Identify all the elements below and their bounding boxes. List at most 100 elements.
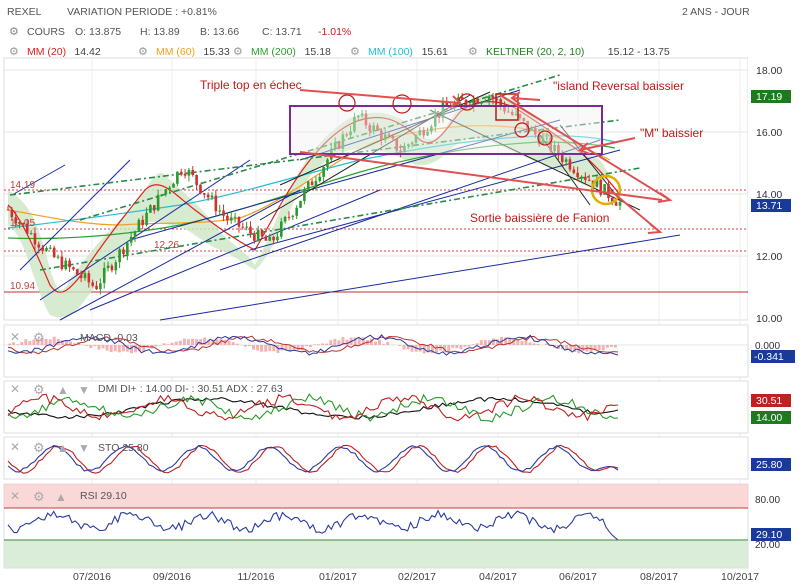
- rsi-gear-icon[interactable]: ⚙: [33, 489, 45, 504]
- x-tick-label: 10/2017: [721, 571, 759, 583]
- candle-body: [133, 231, 137, 237]
- candle-body: [95, 285, 98, 290]
- macd-bar: [12, 342, 16, 345]
- macd-bar: [296, 345, 300, 351]
- macd-bar: [471, 344, 475, 345]
- x-tick-label: 07/2016: [73, 571, 111, 583]
- candle-body: [126, 242, 129, 255]
- period-label[interactable]: 2 ANS - JOUR: [682, 6, 750, 18]
- candle-body: [611, 197, 614, 203]
- candle-body: [310, 181, 314, 186]
- macd-bar: [203, 337, 207, 345]
- macd-bar: [329, 340, 333, 345]
- candle-body: [618, 202, 622, 206]
- candle-body: [383, 134, 387, 140]
- candle-body: [557, 145, 560, 156]
- macd-bar: [256, 345, 260, 351]
- x-tick-label: 09/2016: [153, 571, 191, 583]
- dmi-close-icon[interactable]: ✕: [10, 382, 20, 396]
- macd-bar: [374, 341, 377, 345]
- indicator-toggle-icon[interactable]: ⚙: [233, 46, 243, 58]
- macd-bar: [601, 345, 605, 351]
- x-axis: 07/2016 09/2016 11/2016 01/2017 02/2017 04/20…: [73, 571, 759, 583]
- macd-bar: [512, 339, 516, 345]
- macd-bar: [508, 337, 512, 345]
- sto-close-icon[interactable]: ✕: [10, 440, 20, 454]
- di-plus-line: [7, 393, 619, 423]
- dmi-up-icon[interactable]: ▲: [57, 383, 69, 397]
- candle-body: [222, 210, 225, 216]
- y-tick-label: 16.00: [756, 127, 782, 139]
- sto-down-icon[interactable]: ▼: [78, 441, 90, 455]
- macd-bar: [426, 345, 430, 353]
- dmi-panel: ✕ ⚙ ▲ ▼ DMI DI+ : 14.00 DI- : 30.51 ADX …: [3, 380, 791, 434]
- candle-body: [33, 233, 37, 245]
- indicator-toggle-icon[interactable]: ⚙: [138, 46, 148, 58]
- macd-bar: [402, 345, 406, 350]
- macd-bar: [613, 345, 617, 348]
- chart-header: REXEL VARIATION PERIODE : +0.81% 2 ANS -…: [0, 0, 802, 58]
- macd-bar: [60, 340, 64, 345]
- macd-bar: [101, 345, 105, 349]
- candle-body: [437, 114, 441, 118]
- macd-gear-icon[interactable]: ⚙: [33, 330, 45, 345]
- macd-bar: [16, 344, 20, 345]
- macd-bar: [467, 345, 471, 347]
- macd-bar: [36, 338, 40, 345]
- close-value: C: 13.71: [262, 26, 302, 38]
- macd-bar: [532, 343, 536, 345]
- dmi-tag-plus: 14.00: [756, 412, 782, 424]
- rsi-label: RSI 29.10: [80, 490, 127, 502]
- macd-bar: [146, 345, 150, 348]
- green-channel: [9, 74, 641, 271]
- macd-bar: [544, 343, 548, 345]
- candle-body: [160, 194, 164, 196]
- candle-body: [572, 169, 576, 173]
- current-price-tag-bg: [751, 199, 791, 212]
- gear-icon[interactable]: ⚙: [9, 26, 19, 38]
- candle-body: [403, 146, 406, 153]
- dmi-down-icon[interactable]: ▼: [78, 383, 90, 397]
- sto-up-icon[interactable]: ▲: [57, 441, 69, 455]
- level-label-4: 10.94: [10, 281, 35, 292]
- candle-body: [79, 274, 83, 279]
- sto-gear-icon[interactable]: ⚙: [33, 440, 45, 455]
- annotation-island: "island Reversal baissier: [553, 79, 684, 93]
- candle-body: [314, 180, 318, 186]
- macd-bar: [252, 345, 255, 350]
- candle-body: [318, 176, 322, 181]
- macd-bar: [475, 343, 479, 345]
- macd-bar: [382, 344, 386, 345]
- rsi-close-icon[interactable]: ✕: [10, 489, 20, 503]
- candle-body: [14, 217, 17, 224]
- macd-bar: [418, 345, 422, 352]
- macd-bar: [8, 343, 11, 345]
- macd-bar: [357, 337, 361, 345]
- candle-body: [414, 135, 418, 143]
- macd-bar: [272, 345, 276, 352]
- macd-bar: [40, 337, 44, 345]
- variation-label: VARIATION PERIODE : +0.81%: [67, 6, 217, 18]
- macd-bar: [406, 345, 410, 350]
- indicator-toggle-icon[interactable]: ⚙: [350, 46, 360, 58]
- rsi-oversold-zone: [4, 540, 748, 568]
- candle-body: [168, 187, 171, 190]
- macd-bar: [113, 345, 117, 352]
- candle-body: [380, 130, 383, 140]
- candle-body: [433, 114, 437, 127]
- candle-body: [210, 195, 214, 198]
- candle-body: [164, 189, 168, 195]
- macd-close-icon[interactable]: ✕: [10, 330, 20, 344]
- indicator-toggle-icon[interactable]: ⚙: [468, 46, 478, 58]
- dmi-gear-icon[interactable]: ⚙: [33, 382, 45, 397]
- y-tick-label: 10.00: [756, 313, 782, 325]
- mm100-line: [7, 135, 616, 229]
- candle-body: [25, 223, 29, 234]
- candle-body: [237, 216, 241, 227]
- indicator-toggle-icon[interactable]: ⚙: [9, 46, 19, 58]
- candle-body: [472, 98, 476, 107]
- candle-body: [541, 138, 545, 145]
- rsi-up-icon[interactable]: ▲: [55, 490, 67, 504]
- macd-bar: [341, 337, 345, 345]
- macd-bar: [593, 345, 597, 351]
